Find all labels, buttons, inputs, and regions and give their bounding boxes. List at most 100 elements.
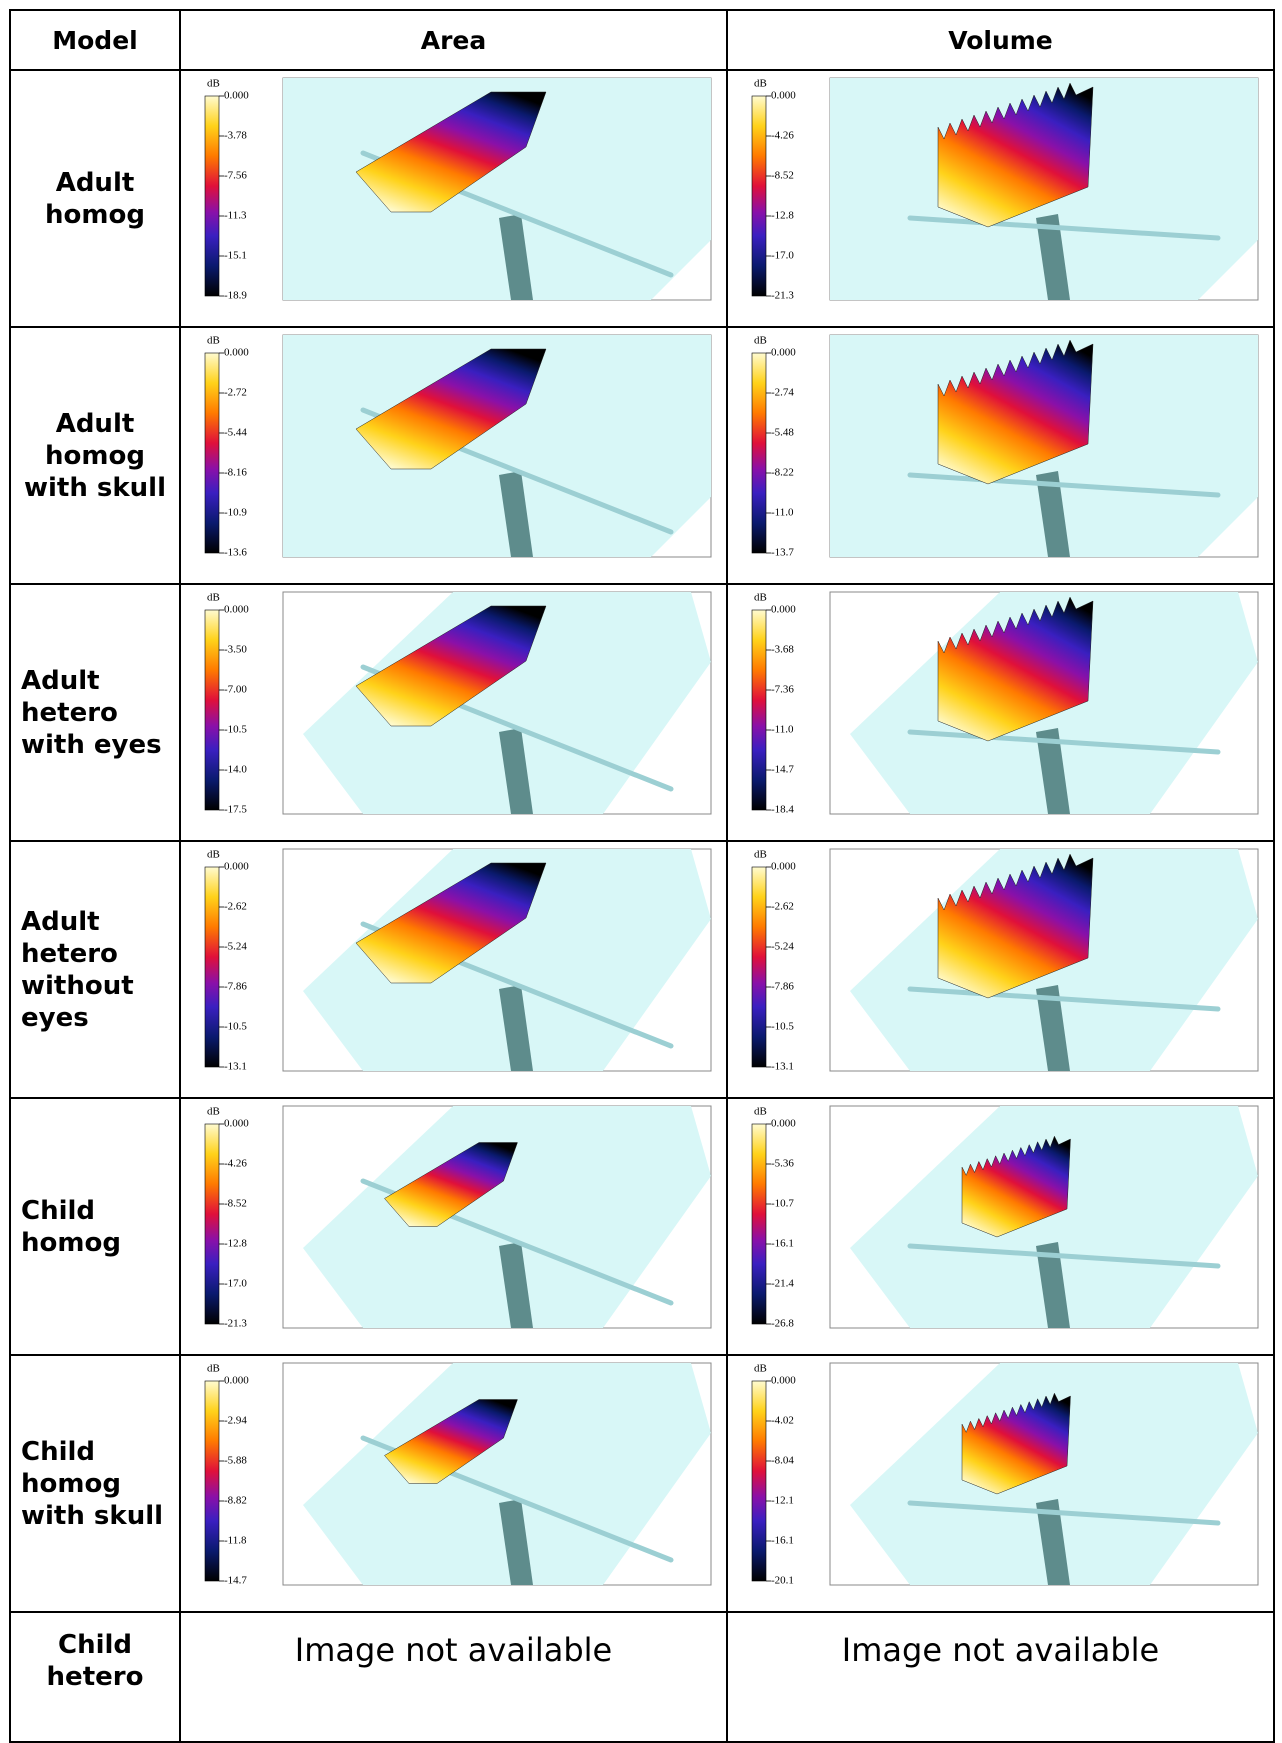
table-row: Adult homog dB 0.000 -3.78 -7.56 -11.3 -15.1 -18… — [9, 69, 1275, 328]
colorbar-label: -2.94 — [224, 1415, 247, 1427]
colorbar — [204, 866, 220, 1068]
rod — [907, 729, 1221, 755]
colorbar-label: -21.3 — [224, 1318, 247, 1330]
simulation-panel: dB 0.000 -3.78 -7.56 -11.3 -15.1 -18.9 — [204, 77, 712, 302]
table-row: Adult hetero without eyes dB 0.000 -2.62 -5.24 -… — [9, 840, 1275, 1099]
colorbar-label: 0.000 — [224, 1118, 249, 1130]
simulation-panel: dB 0.000 -3.68 -7.36 -11.0 -14.7 -18.4 — [751, 591, 1259, 816]
simulation-panel: dB 0.000 -2.62 -5.24 -7.86 -10.5 -13.1 — [751, 848, 1259, 1073]
heat-map — [355, 91, 547, 213]
model-line: homog — [45, 199, 145, 230]
heat-map — [937, 853, 1094, 999]
colorbar-label: -7.56 — [224, 170, 247, 182]
model-line: Child — [57, 1630, 133, 1660]
colorbar-label: -4.26 — [224, 1158, 247, 1170]
simulation-panel: dB 0.000 -3.50 -7.00 -10.5 -14.0 -17.5 — [204, 591, 712, 816]
colorbar — [751, 95, 767, 297]
stand — [1036, 1242, 1070, 1328]
colorbar — [204, 95, 220, 297]
colorbar-label: -20.1 — [771, 1575, 794, 1587]
colorbar-label: -13.1 — [771, 1061, 794, 1073]
image-cell: dB 0.000 -2.62 -5.24 -7.86 -10.5 -13.1 — [179, 840, 728, 1099]
scene-plane — [283, 78, 711, 300]
stand — [1036, 728, 1070, 814]
colorbar-label: -10.5 — [224, 724, 247, 736]
colorbar — [751, 352, 767, 554]
image-cell: dB 0.000 -2.74 -5.48 -8.22 -11.0 -13.7 — [726, 326, 1275, 585]
colorbar-label: -16.1 — [771, 1238, 794, 1250]
model-cell: Adult homog with skull — [9, 326, 181, 585]
colorbar-unit: dB — [754, 592, 767, 604]
stand — [1036, 471, 1070, 557]
colorbar-label: 0.000 — [224, 1375, 249, 1387]
scene-plane — [303, 849, 711, 1071]
model-cell: Adult hetero with eyes — [9, 583, 181, 842]
image-cell: dB 0.000 -4.02 -8.04 -12.1 -16.1 -20.1 — [726, 1354, 1275, 1613]
rod — [907, 215, 1221, 241]
colorbar-label: 0.000 — [771, 1118, 796, 1130]
colorbar-label: -5.24 — [771, 941, 794, 953]
unavailable-note: Image not available — [179, 1611, 728, 1743]
colorbar-unit: dB — [754, 1363, 767, 1375]
colorbar-unit: dB — [207, 78, 220, 90]
colorbar-label: -5.44 — [224, 427, 247, 439]
table-row: Child hetero Image not available Image not … — [9, 1611, 1275, 1743]
rod — [907, 986, 1221, 1012]
colorbar-unit: dB — [207, 849, 220, 861]
colorbar-label: -18.4 — [771, 804, 794, 816]
colorbar-label: -14.0 — [224, 764, 247, 776]
colorbar-unit: dB — [207, 1363, 220, 1375]
heat-map — [355, 348, 547, 470]
table-row: Adult hetero with eyes dB 0.000 -3.50 -7.00 -10… — [9, 583, 1275, 842]
colorbar-label: 0.000 — [771, 861, 796, 873]
heat-map — [937, 339, 1094, 485]
colorbar-label: -16.1 — [771, 1535, 794, 1547]
colorbar-label: -4.02 — [771, 1415, 794, 1427]
heat-map — [937, 82, 1094, 228]
stand — [499, 1499, 533, 1585]
table-row: Adult homog with skull dB 0.000 -2.72 -5.44 -8.… — [9, 326, 1275, 585]
colorbar-label: -14.7 — [771, 764, 794, 776]
model-line: homog — [21, 1468, 121, 1499]
colorbar-label: 0.000 — [771, 604, 796, 616]
model-line: Child — [21, 1436, 96, 1467]
colorbar-label: -5.48 — [771, 427, 794, 439]
header-cell: Volume — [726, 9, 1275, 71]
colorbar — [204, 1123, 220, 1325]
stand — [499, 985, 533, 1071]
scene-plane — [303, 592, 711, 814]
colorbar-label: -13.7 — [771, 547, 794, 559]
model-line: eyes — [21, 1002, 89, 1033]
colorbar-label: 0.000 — [771, 1375, 796, 1387]
colorbar-label: -7.86 — [224, 981, 247, 993]
colorbar-label: 0.000 — [224, 347, 249, 359]
colorbar-label: 0.000 — [224, 604, 249, 616]
simulation-panel: dB 0.000 -2.94 -5.88 -8.82 -11.8 -14.7 — [204, 1362, 712, 1587]
colorbar-label: -8.52 — [224, 1198, 247, 1210]
model-cell: Adult hetero without eyes — [9, 840, 181, 1099]
image-cell: dB 0.000 -4.26 -8.52 -12.8 -17.0 -21.3 — [179, 1097, 728, 1356]
colorbar-label: -10.9 — [224, 507, 247, 519]
colorbar-label: -10.7 — [771, 1198, 794, 1210]
scene-plane — [850, 1363, 1258, 1585]
colorbar-label: 0.000 — [224, 861, 249, 873]
model-line: Adult — [55, 408, 135, 439]
model-line: homog — [21, 1227, 121, 1258]
colorbar — [751, 609, 767, 811]
header-cell: Model — [9, 9, 181, 71]
model-cell: Child homog with skull — [9, 1354, 181, 1613]
colorbar-label: -11.8 — [224, 1535, 247, 1547]
colorbar-label: 0.000 — [224, 90, 249, 102]
model-line: with skull — [23, 472, 167, 503]
stand — [499, 214, 533, 300]
stand — [1036, 985, 1070, 1071]
model-line: homog — [45, 440, 145, 471]
colorbar-label: -8.16 — [224, 467, 247, 479]
model-line: Adult — [21, 906, 100, 937]
colorbar-label: -3.78 — [224, 130, 247, 142]
stand — [1036, 214, 1070, 300]
colorbar-label: -17.5 — [224, 804, 247, 816]
colorbar — [751, 1380, 767, 1582]
colorbar-label: -10.5 — [771, 1021, 794, 1033]
colorbar-label: -12.8 — [771, 210, 794, 222]
